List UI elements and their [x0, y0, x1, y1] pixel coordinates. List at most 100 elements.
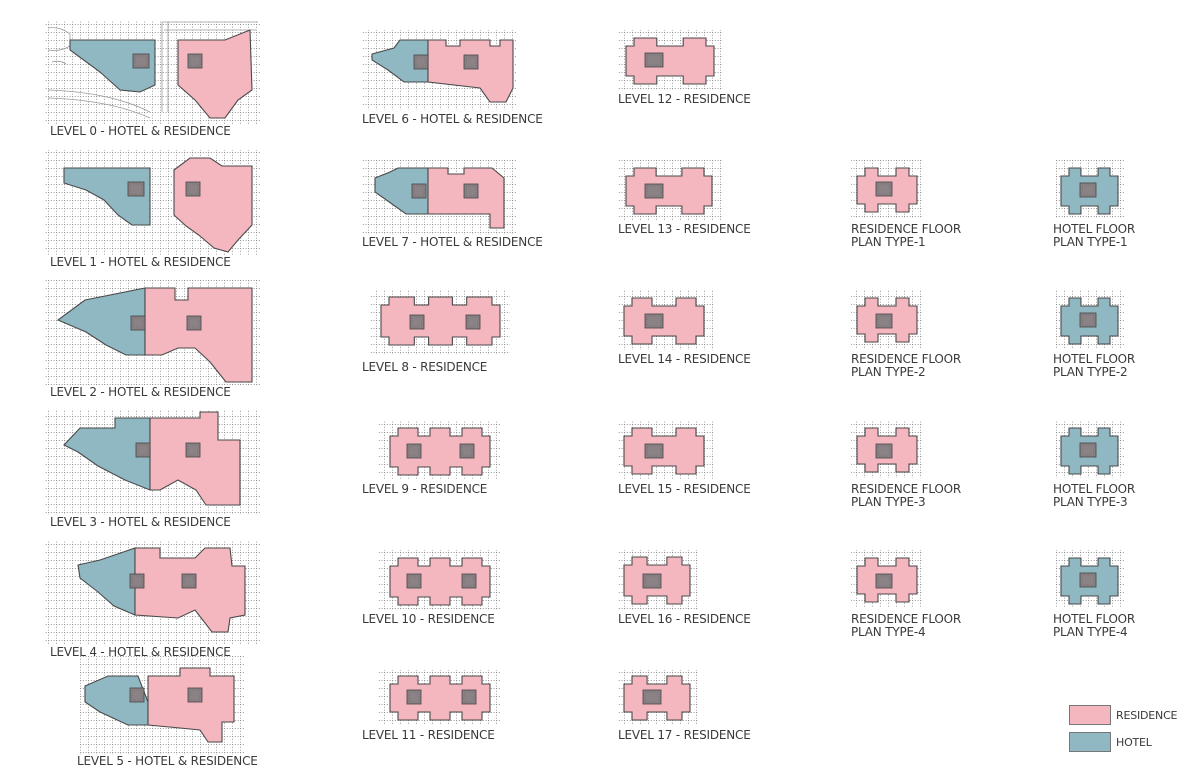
plan-label-level-10: LEVEL 10 - RESIDENCE	[362, 612, 495, 626]
floor-plan-level-5	[80, 655, 245, 755]
plan-label-level-13: LEVEL 13 - RESIDENCE	[618, 222, 751, 236]
core-detail	[461, 445, 473, 457]
core-detail	[463, 691, 475, 703]
core	[406, 443, 422, 459]
residence-zone	[389, 427, 491, 476]
core	[129, 573, 145, 589]
core	[875, 443, 893, 459]
residence-zone	[389, 675, 491, 721]
core-detail	[877, 445, 891, 457]
core-detail	[467, 316, 479, 328]
site-context-lines	[47, 21, 258, 119]
core	[644, 443, 664, 459]
floor-plan-level-8	[370, 290, 510, 355]
floor-plan-residence-type-4	[851, 550, 923, 608]
plan-label-level-3: LEVEL 3 - HOTEL & RESIDENCE	[50, 515, 231, 529]
core	[875, 313, 893, 329]
floor-plan-level-15	[618, 420, 713, 480]
core-detail	[411, 316, 423, 328]
residence-zone	[134, 547, 246, 633]
core	[1079, 442, 1097, 458]
core	[463, 183, 479, 199]
plan-label-level-11: LEVEL 11 - RESIDENCE	[362, 728, 495, 742]
core-detail	[188, 317, 200, 329]
core-detail	[1081, 444, 1095, 456]
core	[181, 573, 197, 589]
floor-plan-level-2	[45, 280, 260, 385]
residence-zone	[389, 557, 491, 606]
residence-zone	[625, 167, 713, 215]
core-detail	[646, 315, 662, 327]
core-detail	[183, 575, 195, 587]
floor-plan-level-4	[45, 540, 260, 645]
plan-label-residence-type-3: RESIDENCE FLOOR PLAN TYPE-3	[851, 482, 962, 509]
core-detail	[131, 689, 143, 701]
plan-label-level-6: LEVEL 6 - HOTEL & RESIDENCE	[362, 112, 543, 126]
core	[465, 314, 481, 330]
core	[132, 53, 150, 69]
core-detail	[463, 575, 475, 587]
residence-zone	[173, 157, 253, 253]
legend-hotel-swatch	[1069, 732, 1111, 752]
plan-label-level-5: LEVEL 5 - HOTEL & RESIDENCE	[77, 754, 258, 768]
plan-label-level-4: LEVEL 4 - HOTEL & RESIDENCE	[50, 645, 231, 659]
core-detail	[646, 445, 662, 457]
plan-label-residence-type-1: RESIDENCE FLOOR PLAN TYPE-1	[851, 222, 962, 249]
plan-label-level-1: LEVEL 1 - HOTEL & RESIDENCE	[50, 255, 231, 269]
plan-label-level-9: LEVEL 9 - RESIDENCE	[362, 482, 488, 496]
residence-zone	[380, 296, 501, 346]
plan-label-level-8: LEVEL 8 - RESIDENCE	[362, 360, 488, 374]
floor-plan-level-10	[378, 550, 500, 610]
core-detail	[408, 691, 420, 703]
floor-plan-level-7	[362, 160, 517, 235]
core-detail	[415, 56, 427, 68]
core	[1079, 312, 1097, 328]
core	[130, 315, 146, 331]
core-detail	[465, 56, 477, 68]
floor-plan-level-9	[378, 420, 500, 480]
core	[129, 687, 145, 703]
residence-zone	[427, 39, 514, 103]
core	[406, 689, 422, 705]
core	[185, 181, 201, 197]
floor-plan-hotel-type-1	[1055, 160, 1125, 218]
plan-label-level-15: LEVEL 15 - RESIDENCE	[618, 482, 751, 496]
plan-label-level-0: LEVEL 0 - HOTEL & RESIDENCE	[50, 124, 231, 138]
residence-zone	[623, 427, 705, 475]
core-detail	[132, 317, 144, 329]
core-detail	[877, 183, 891, 195]
residence-zone	[149, 411, 241, 506]
plan-label-hotel-type-2: HOTEL FLOOR PLAN TYPE-2	[1053, 352, 1136, 379]
floor-plan-hotel-type-3	[1055, 420, 1125, 478]
core-detail	[187, 183, 199, 195]
core-detail	[644, 575, 660, 587]
core-detail	[189, 689, 201, 701]
floor-plan-level-17	[618, 670, 698, 725]
floor-plan-level-11	[378, 670, 500, 725]
core	[644, 313, 664, 329]
floor-plan-residence-type-2	[851, 290, 923, 348]
core	[187, 53, 203, 69]
core-detail	[408, 445, 420, 457]
core	[413, 54, 429, 70]
core	[187, 687, 203, 703]
core	[186, 315, 202, 331]
hotel-zone	[69, 39, 156, 93]
core	[459, 443, 475, 459]
plan-label-level-14: LEVEL 14 - RESIDENCE	[618, 352, 751, 366]
core	[127, 181, 145, 197]
core-detail	[644, 691, 660, 703]
legend-residence-swatch	[1069, 705, 1111, 725]
residence-zone	[625, 37, 715, 85]
floor-plan-hotel-type-4	[1055, 550, 1125, 608]
floor-plan-level-16	[618, 550, 698, 610]
core	[185, 442, 201, 458]
core	[135, 442, 151, 458]
residence-zone	[177, 29, 253, 119]
core-detail	[1081, 314, 1095, 326]
floor-plan-level-12	[618, 30, 723, 90]
core	[644, 183, 664, 199]
core-detail	[134, 55, 148, 67]
floor-plan-level-6	[362, 30, 517, 110]
